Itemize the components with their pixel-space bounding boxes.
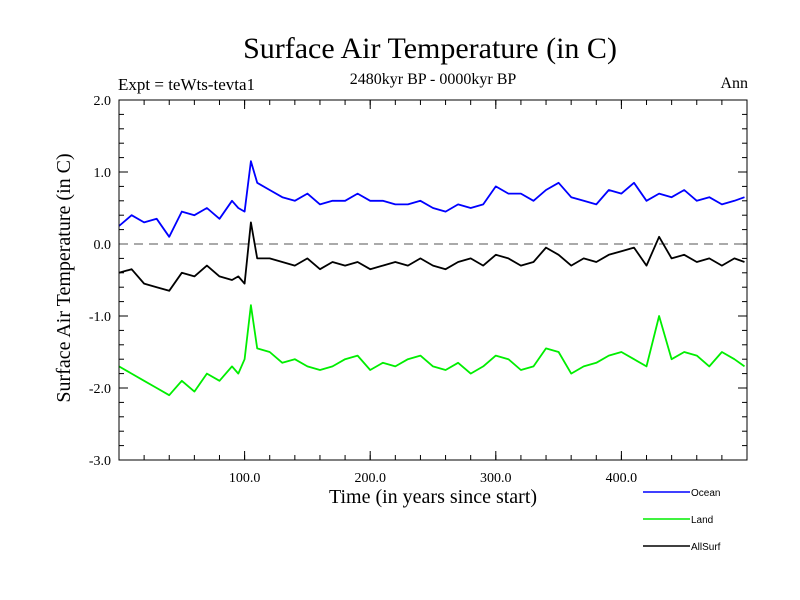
season-label: Ann [720, 75, 748, 92]
legend: Ocean Land AllSurf [643, 488, 721, 553]
axis-tick-labels: 2.0 1.0 0.0 -1.0 -2.0 -3.0 100.0 200.0 300.0 400.… [89, 94, 637, 486]
x-axis-label: Time (in years since start) [329, 486, 537, 508]
series-line-allsurf [118, 221, 745, 292]
y-tick-label: 1.0 [94, 166, 112, 181]
y-tick-label: -2.0 [89, 382, 111, 397]
x-tick-label: 300.0 [480, 471, 512, 486]
axis-ticks [119, 99, 747, 461]
y-tick-label: 2.0 [94, 94, 112, 109]
series-line-ocean [118, 160, 745, 238]
y-axis-label: Surface Air Temperature (in C) [53, 153, 75, 402]
legend-label-allsurf: AllSurf [691, 542, 721, 553]
y-tick-label: -3.0 [89, 454, 111, 469]
x-tick-label: 200.0 [354, 471, 386, 486]
plot-frame [118, 99, 748, 461]
expt-label: Expt = teWts-tevta1 [118, 75, 255, 94]
y-tick-label: 0.0 [94, 238, 112, 253]
y-tick-label: -1.0 [89, 310, 111, 325]
x-tick-label: 400.0 [606, 471, 638, 486]
series-line-land [118, 304, 746, 397]
legend-label-land: Land [691, 515, 713, 526]
data-series [118, 160, 746, 397]
x-tick-label: 100.0 [229, 471, 261, 486]
legend-label-ocean: Ocean [691, 488, 720, 499]
chart-title: Surface Air Temperature (in C) [243, 32, 617, 65]
chart-subtitle: 2480kyr BP - 0000kyr BP [350, 71, 517, 88]
